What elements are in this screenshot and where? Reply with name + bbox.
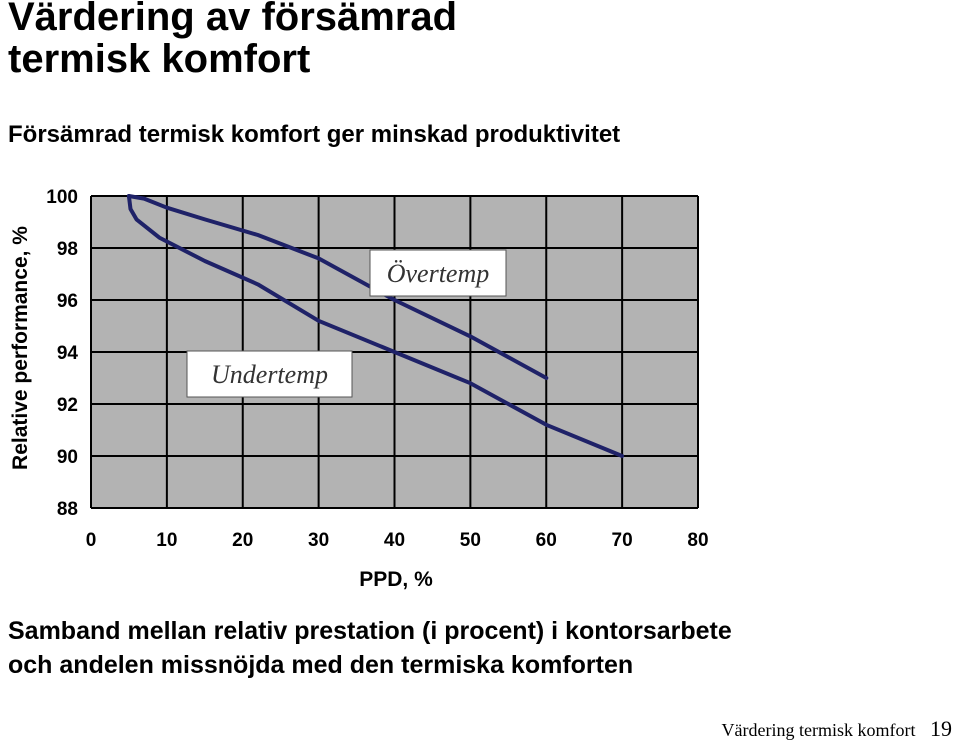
slide-title-line2: termisk komfort [8,37,311,81]
slide-footer: Värdering termisk komfort 19 [722,716,952,742]
y-tick-label: 96 [57,291,78,312]
y-axis-title: Relative performance, % [9,226,32,470]
y-tick-label: 92 [57,395,78,416]
x-tick-label: 70 [612,530,633,551]
y-tick-labels: 88 90 92 94 96 98 100 [46,187,78,520]
x-tick-label: 10 [156,530,177,551]
slide-subtitle: Försämrad termisk komfort ger minskad pr… [8,121,621,148]
performance-chart: Övertemp Undertemp 0 10 20 30 40 50 60 70 80 88 90… [9,187,709,591]
annotation-undertemp: Undertemp [211,360,328,389]
x-tick-label: 0 [86,530,97,551]
slide-title: Värdering av försämrad termisk komfort [8,0,457,80]
y-tick-label: 98 [57,239,78,260]
annotation-undertemp-box [186,350,353,398]
caption-line1: Samband mellan relativ prestation (i pro… [8,617,732,645]
x-tick-label: 60 [536,530,557,551]
series-line-undertemp [126,194,625,458]
x-tick-label: 40 [384,530,405,551]
x-tick-labels: 0 10 20 30 40 50 60 70 80 [86,530,709,551]
page-number: 19 [930,716,952,741]
x-tick-label: 30 [308,530,329,551]
y-tick-label: 100 [46,187,78,208]
annotation-overtemp: Övertemp [387,259,490,288]
chart-caption: Samband mellan relativ prestation (i pro… [8,614,732,682]
y-tick-label: 90 [57,447,78,468]
annotation-group: Övertemp Undertemp [186,249,507,398]
caption-line2: och andelen missnöjda med den termiska k… [8,651,634,679]
y-tick-label: 88 [57,499,78,520]
x-tick-label: 80 [687,530,708,551]
series-line-overtemp [126,194,549,380]
footer-text: Värdering termisk komfort [721,720,916,740]
y-tick-label: 94 [57,343,79,364]
annotation-overtemp-box [369,249,507,297]
x-tick-label: 50 [460,530,481,551]
x-axis-title: PPD, % [359,568,433,591]
series-group [126,194,625,458]
slide-title-line1: Värdering av försämrad [8,0,458,39]
x-tick-label: 20 [232,530,253,551]
